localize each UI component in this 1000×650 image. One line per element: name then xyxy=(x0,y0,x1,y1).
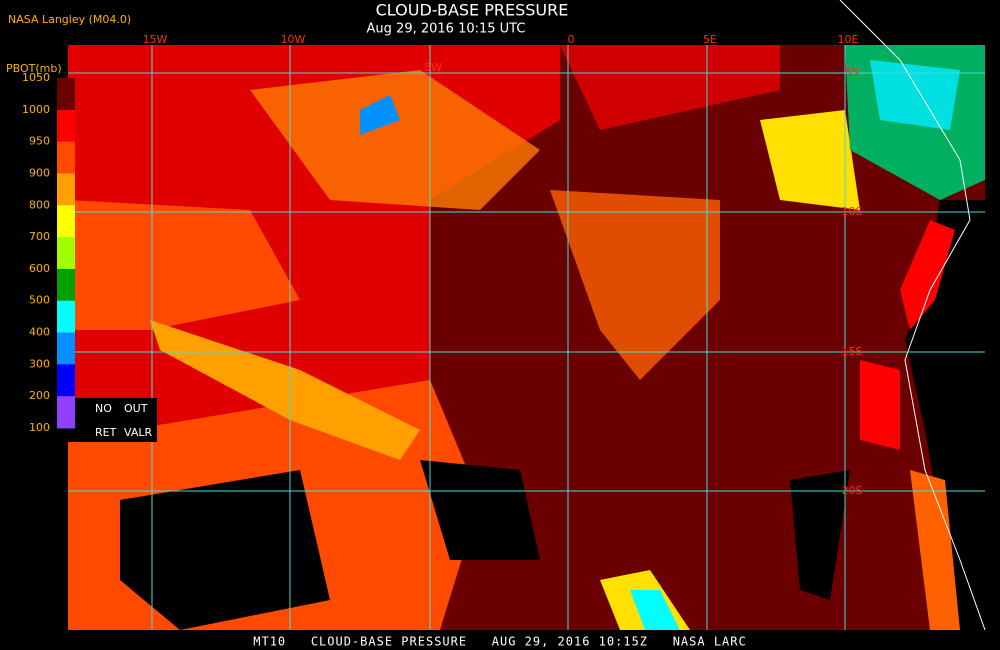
longitude-label: 5W xyxy=(424,61,442,74)
legend-valr: VALR xyxy=(124,426,152,439)
longitude-label: 15W xyxy=(143,33,168,46)
latitude-label: 15S xyxy=(842,345,863,358)
longitude-label: 10E xyxy=(838,33,859,46)
legend-tick-label: 500 xyxy=(29,294,50,307)
legend-tick-label: 300 xyxy=(29,357,50,370)
legend-swatch xyxy=(57,109,75,143)
legend-swatch xyxy=(57,173,75,206)
legend-ret: RET xyxy=(95,426,117,439)
clear-sky xyxy=(790,470,850,600)
cloud-area xyxy=(68,200,300,330)
legend-tick-label: 400 xyxy=(29,326,50,339)
coastal-cloud xyxy=(860,360,900,450)
legend-tick-label: 900 xyxy=(29,166,50,179)
longitude-label: 0 xyxy=(568,33,575,46)
legend-tick-label: 600 xyxy=(29,262,50,275)
cloud-area xyxy=(760,110,860,210)
legend-tick-label: 1000 xyxy=(22,103,50,116)
subtitle: Aug 29, 2016 10:15 UTC xyxy=(367,22,526,37)
cloud-band xyxy=(550,190,720,380)
latitude-label: 5S xyxy=(845,66,859,79)
legend-swatch xyxy=(57,300,75,334)
legend-tick-label: 1050 xyxy=(22,71,50,84)
legend-swatch xyxy=(57,205,75,238)
legend-tick-label: 700 xyxy=(29,230,50,243)
cloud-area xyxy=(360,95,400,135)
clear-sky xyxy=(420,460,540,560)
legend-tick-label: 950 xyxy=(29,135,50,148)
imagery xyxy=(68,0,986,631)
legend-swatch xyxy=(57,268,75,302)
longitude-label: 10W xyxy=(281,33,306,46)
legend-no: NO xyxy=(95,402,112,415)
latitude-label: 10S xyxy=(842,205,863,218)
cloud-area xyxy=(630,590,680,630)
legend-swatch xyxy=(57,364,75,397)
legend-tick-label: 800 xyxy=(29,198,50,211)
legend-tick-label: 200 xyxy=(29,389,50,402)
clear-sky xyxy=(120,470,330,630)
grid: 15W 10W 5W 0 5E 10E 5S 10S 15S 20S xyxy=(68,33,985,630)
legend-swatch xyxy=(57,78,75,111)
legend-tick-label: 100 xyxy=(29,421,50,434)
cloud-band xyxy=(250,70,540,210)
land-cloud xyxy=(870,60,960,130)
legend-swatch xyxy=(57,396,75,429)
coastal-cloud xyxy=(910,470,960,630)
source-label: NASA Langley (M04.0) xyxy=(8,13,131,26)
legend-swatch xyxy=(57,332,75,365)
footer: MT10 CLOUD-BASE PRESSURE AUG 29, 2016 10… xyxy=(253,635,746,649)
cloud-band xyxy=(150,320,420,460)
legend: 1050 1000 950 900 800 700 600 500 400 300 200 100 xyxy=(22,71,157,442)
coastline xyxy=(839,0,986,631)
latitude-label: 20S xyxy=(842,484,863,497)
legend-out: OUT xyxy=(124,402,148,415)
legend-swatch xyxy=(57,141,75,174)
cloud-area xyxy=(560,45,780,130)
legend-swatch xyxy=(57,237,75,270)
longitude-label: 5E xyxy=(703,33,717,46)
legend-title: PBOT(mb) xyxy=(6,62,62,75)
title: CLOUD-BASE PRESSURE xyxy=(376,1,569,20)
coastal-cloud xyxy=(900,220,955,330)
